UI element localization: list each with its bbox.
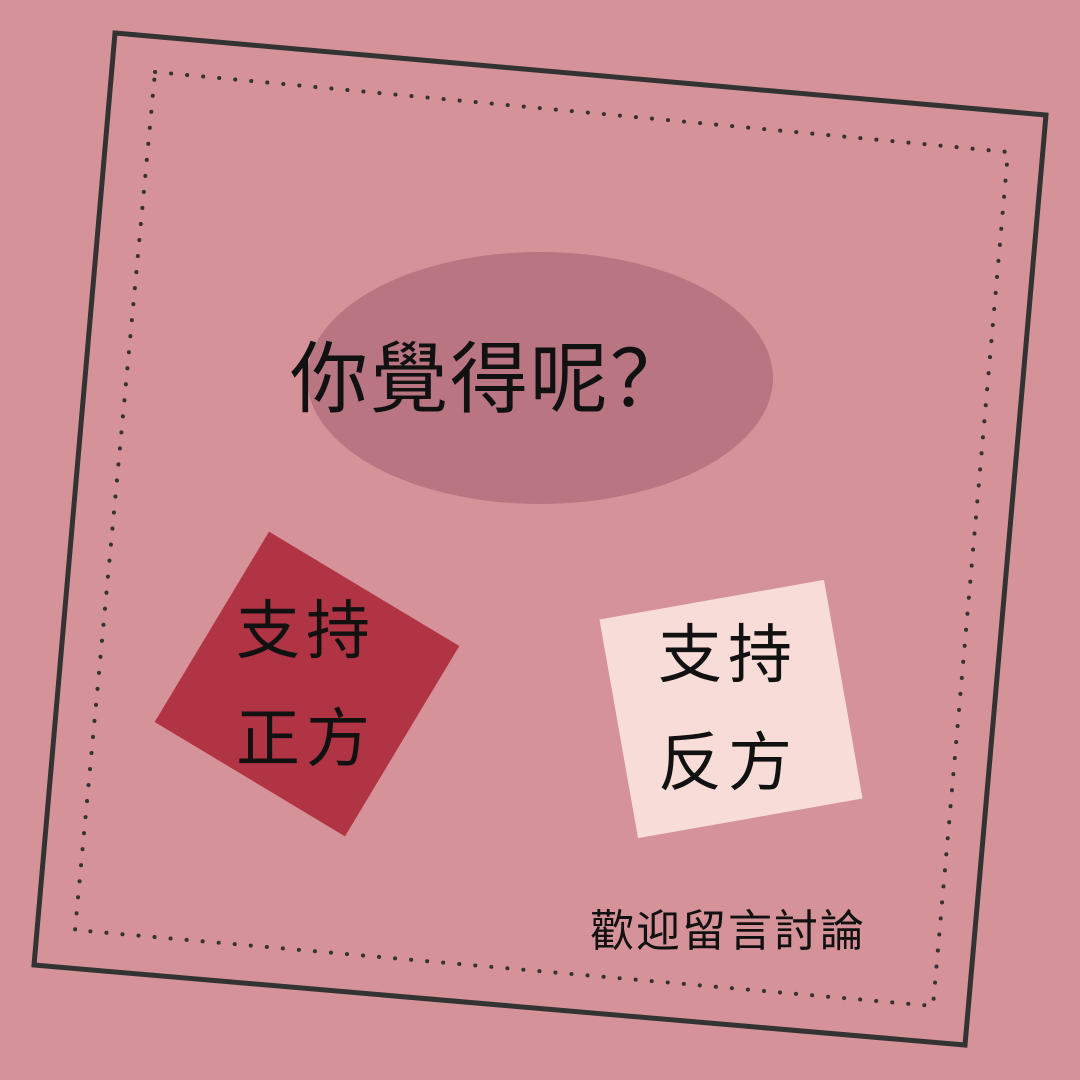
- support-con-label: 支持 反方: [658, 602, 798, 818]
- support-pro-line-1: 支持: [236, 595, 376, 669]
- comment-invitation: 歡迎留言討論: [590, 906, 866, 957]
- outer-frame-border: [31, 30, 1049, 1048]
- support-pro-label: 支持 正方: [236, 578, 376, 794]
- page-title: 你覺得呢？: [290, 335, 691, 425]
- support-con-line-2: 反方: [658, 727, 798, 801]
- inner-dotted-border: [72, 69, 1011, 1009]
- support-con-line-1: 支持: [658, 619, 798, 693]
- support-pro-line-2: 正方: [236, 703, 376, 777]
- title-ellipse: [307, 252, 773, 504]
